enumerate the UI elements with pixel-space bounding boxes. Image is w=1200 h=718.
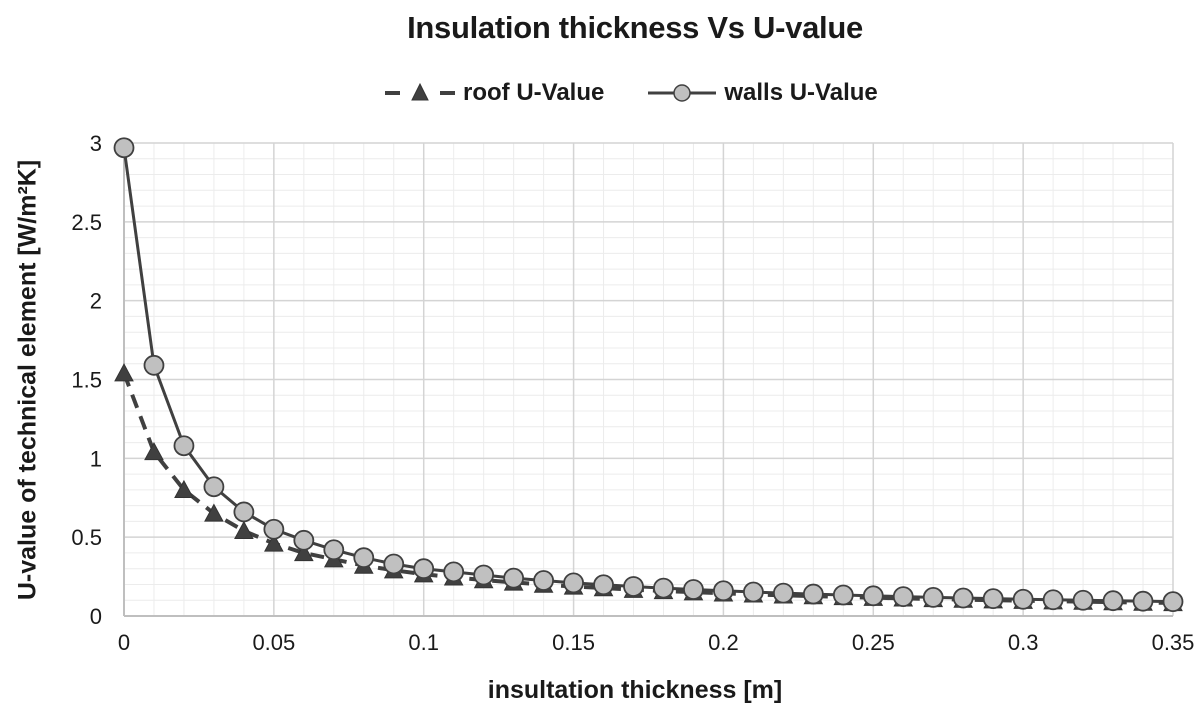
walls-point: [473, 564, 495, 586]
gridlines: [124, 142, 1174, 616]
x-tick-label: 0.05: [252, 630, 295, 655]
walls-point: [623, 576, 644, 597]
walls-point: [293, 529, 315, 551]
chart-title: Insulation thickness Vs U-value: [407, 10, 863, 45]
series-walls: [113, 137, 1184, 613]
walls-point: [323, 539, 345, 561]
x-tick-label: 0.3: [1008, 630, 1039, 655]
walls-point: [1072, 589, 1094, 611]
legend-label-roof: roof U-Value: [463, 79, 605, 106]
series-roof: [114, 363, 1183, 612]
walls-point: [1102, 590, 1124, 612]
walls-point: [533, 570, 554, 591]
x-tick-label: 0.25: [852, 630, 895, 655]
x-tick-label: 0.1: [408, 630, 439, 655]
roof-point: [174, 479, 194, 499]
walls-point: [233, 501, 255, 523]
walls-point: [413, 558, 435, 580]
walls-point: [802, 583, 824, 605]
roof-point: [293, 542, 314, 562]
y-tick-label: 0: [90, 604, 102, 629]
walls-point: [173, 435, 195, 457]
legend-item-walls: walls U-Value: [646, 78, 878, 108]
roof-point: [114, 363, 134, 382]
legend-item-roof: roof U-Value: [383, 78, 604, 108]
y-tick-label: 3: [90, 131, 102, 156]
walls-point: [503, 567, 525, 589]
roof-point: [144, 441, 164, 461]
walls-point: [263, 518, 285, 540]
y-tick-label: 2: [90, 289, 102, 314]
y-tick-label: 1: [90, 446, 102, 471]
walls-point: [593, 574, 614, 596]
walls-point: [862, 585, 884, 607]
roof-point: [204, 503, 224, 522]
walls-point: [1132, 590, 1154, 612]
walls-point: [772, 582, 794, 604]
walls-point: [922, 586, 944, 608]
legend: roof U-Value walls U-Value: [383, 76, 920, 110]
x-tick-label: 0.2: [708, 630, 739, 655]
walls-point: [143, 354, 165, 376]
walls-point: [683, 579, 704, 600]
walls-point: [832, 584, 854, 606]
y-tick-label: 0.5: [71, 525, 102, 550]
roof-point: [234, 520, 254, 540]
walls-point: [1042, 589, 1064, 611]
x-axis-label: insultation thickness [m]: [487, 676, 783, 704]
roof-point: [264, 533, 284, 552]
walls-point: [353, 547, 375, 569]
x-tick-label: 0.15: [552, 630, 595, 655]
y-tick-label: 1.5: [71, 368, 102, 393]
walls-point: [982, 588, 1004, 610]
walls-point: [952, 587, 974, 609]
walls-point: [1162, 591, 1184, 613]
walls-point: [713, 580, 734, 602]
walls-point: [443, 561, 465, 583]
walls-point: [743, 581, 764, 603]
legend-roof-swatch-icon: [385, 82, 455, 101]
x-tick-label: 0.35: [1152, 630, 1195, 655]
legend-label-walls: walls U-Value: [724, 79, 878, 106]
walls-point: [1012, 588, 1034, 610]
y-tick-label: 2.5: [71, 210, 102, 235]
tick-labels: 0 0.05 0.1 0.15 0.2 0.25 0.3 0.35 0 0.5 1 1.5 2 2.5 3: [71, 131, 1194, 655]
walls-point: [653, 577, 674, 599]
walls-point: [563, 572, 584, 594]
legend-walls-swatch-icon: [648, 84, 717, 102]
walls-point: [203, 476, 225, 498]
x-tick-label: 0: [118, 630, 130, 655]
walls-point: [892, 586, 914, 608]
walls-point: [383, 553, 405, 575]
walls-point: [113, 137, 135, 159]
